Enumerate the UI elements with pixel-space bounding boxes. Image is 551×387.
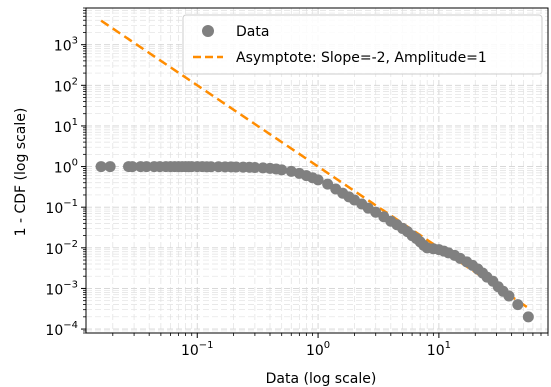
data-point — [503, 290, 515, 302]
data-point — [126, 161, 138, 173]
data-point — [370, 206, 382, 218]
data-point — [522, 311, 534, 323]
legend-label-asymptote: Asymptote: Slope=-2, Amplitude=1 — [236, 50, 487, 66]
y-tick-label: 102 — [54, 76, 78, 95]
x-tick-label: 101 — [427, 340, 451, 359]
legend-marker-data — [202, 25, 214, 37]
data-point — [322, 178, 334, 190]
data-point — [140, 161, 152, 173]
y-tick-label: 100 — [54, 158, 78, 177]
data-point — [249, 161, 261, 173]
y-tick-label: 101 — [54, 117, 78, 136]
legend-box — [182, 14, 543, 75]
x-ticks: 10−1 100 101 — [112, 333, 549, 359]
asymptote-line-layer — [100, 19, 530, 309]
y-axis-title: 1 - CDF (log scale) — [13, 108, 29, 237]
y-tick-label: 10−2 — [45, 239, 78, 258]
data-point — [95, 161, 107, 173]
data-points — [95, 161, 534, 323]
asymptote-line — [100, 19, 530, 309]
x-tick-label: 10−1 — [181, 340, 214, 359]
y-tick-label: 10−4 — [45, 320, 78, 339]
x-axis-title: Data (log scale) — [266, 371, 377, 387]
data-point — [276, 164, 288, 176]
x-tick-label: 100 — [306, 340, 330, 359]
legend: Data Asymptote: Slope=-2, Amplitude=1 — [182, 14, 543, 75]
data-point — [312, 174, 324, 186]
data-point — [512, 299, 524, 311]
y-tick-label: 103 — [54, 36, 78, 55]
y-tick-label: 10−3 — [45, 279, 78, 298]
data-point — [104, 161, 116, 173]
legend-label-data: Data — [236, 24, 269, 40]
y-ticks: 10−4 10−3 10−2 10−1 100 101 102 103 — [45, 7, 86, 339]
y-tick-label: 10−1 — [45, 198, 78, 217]
